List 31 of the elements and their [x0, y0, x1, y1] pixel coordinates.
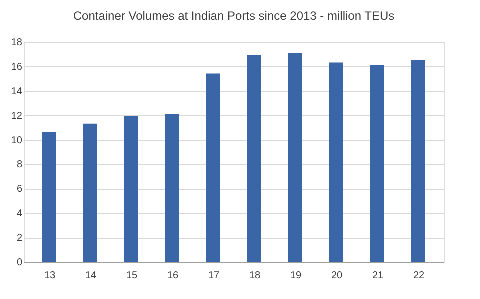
x-tick-label: 16 [167, 270, 179, 282]
y-tick-label: 6 [16, 184, 23, 196]
bar [248, 55, 262, 262]
x-tick-label: 17 [208, 270, 220, 282]
bar [206, 74, 220, 262]
bar [370, 65, 384, 262]
x-tick-label: 21 [372, 270, 384, 282]
x-tick-label: 18 [249, 270, 261, 282]
y-tick-label: 14 [11, 86, 23, 98]
bar [84, 124, 98, 262]
bar [42, 132, 56, 262]
y-tick-label: 4 [16, 208, 23, 220]
y-tick-label: 12 [11, 110, 23, 122]
y-tick-label: 8 [16, 160, 23, 171]
x-tick-label: 15 [126, 270, 138, 282]
y-tick-label: 0 [16, 258, 23, 268]
bar [330, 62, 344, 262]
y-tick-label: 18 [11, 38, 23, 48]
bar [124, 116, 138, 262]
x-tick-label: 22 [413, 270, 425, 282]
y-tick-label: 2 [16, 233, 23, 244]
x-tick-label: 19 [290, 270, 302, 282]
y-tick-label: 10 [11, 135, 23, 146]
bar [288, 53, 302, 262]
bar [412, 60, 426, 262]
x-tick-label: 13 [44, 270, 56, 282]
chart-title: Container Volumes at Indian Ports since 2013 - million TEUs [73, 9, 395, 23]
x-tick-label: 20 [331, 270, 343, 282]
bar [166, 114, 180, 262]
y-tick-label: 16 [11, 62, 23, 73]
x-tick-label: 14 [85, 270, 97, 282]
